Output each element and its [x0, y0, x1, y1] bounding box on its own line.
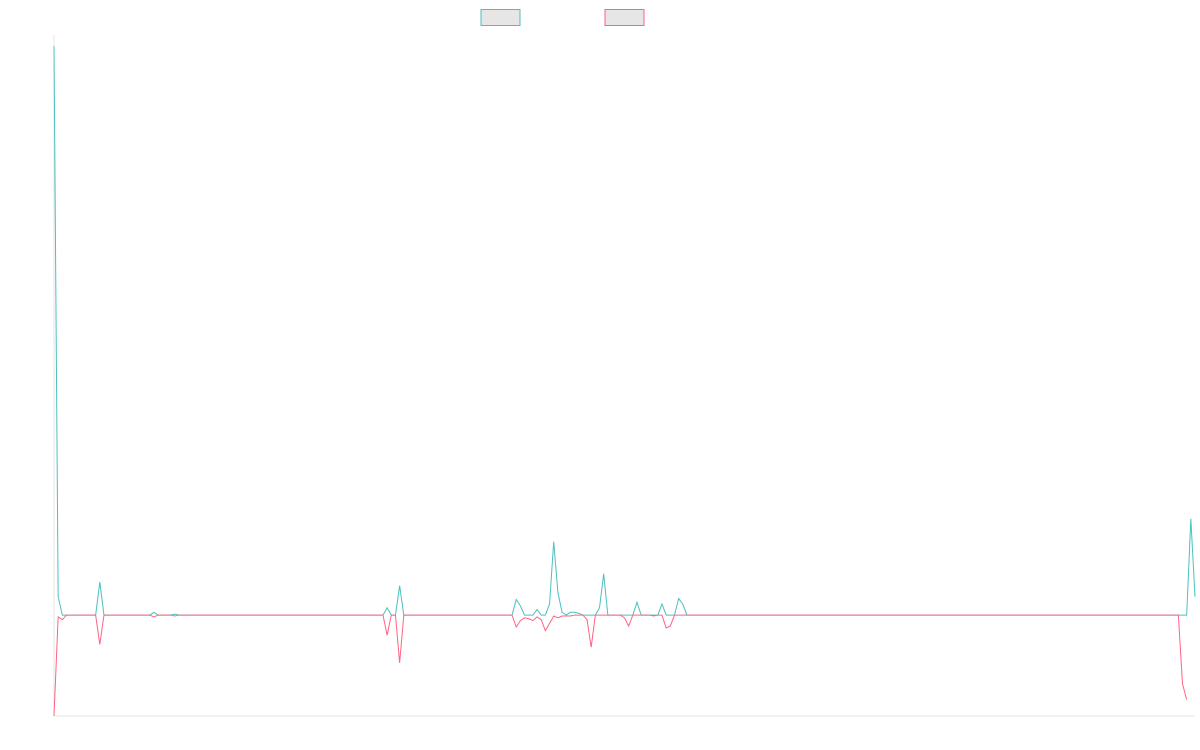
legend-item-1[interactable] — [480, 9, 521, 26]
series-line-2 — [53, 614, 1188, 717]
legend-item-2[interactable] — [604, 9, 645, 26]
plot-area — [53, 46, 1196, 717]
axes — [53, 35, 1195, 717]
legend-swatch-2 — [604, 9, 645, 26]
legend — [480, 9, 645, 26]
series-line-1 — [53, 46, 1196, 616]
legend-swatch-1 — [480, 9, 521, 26]
